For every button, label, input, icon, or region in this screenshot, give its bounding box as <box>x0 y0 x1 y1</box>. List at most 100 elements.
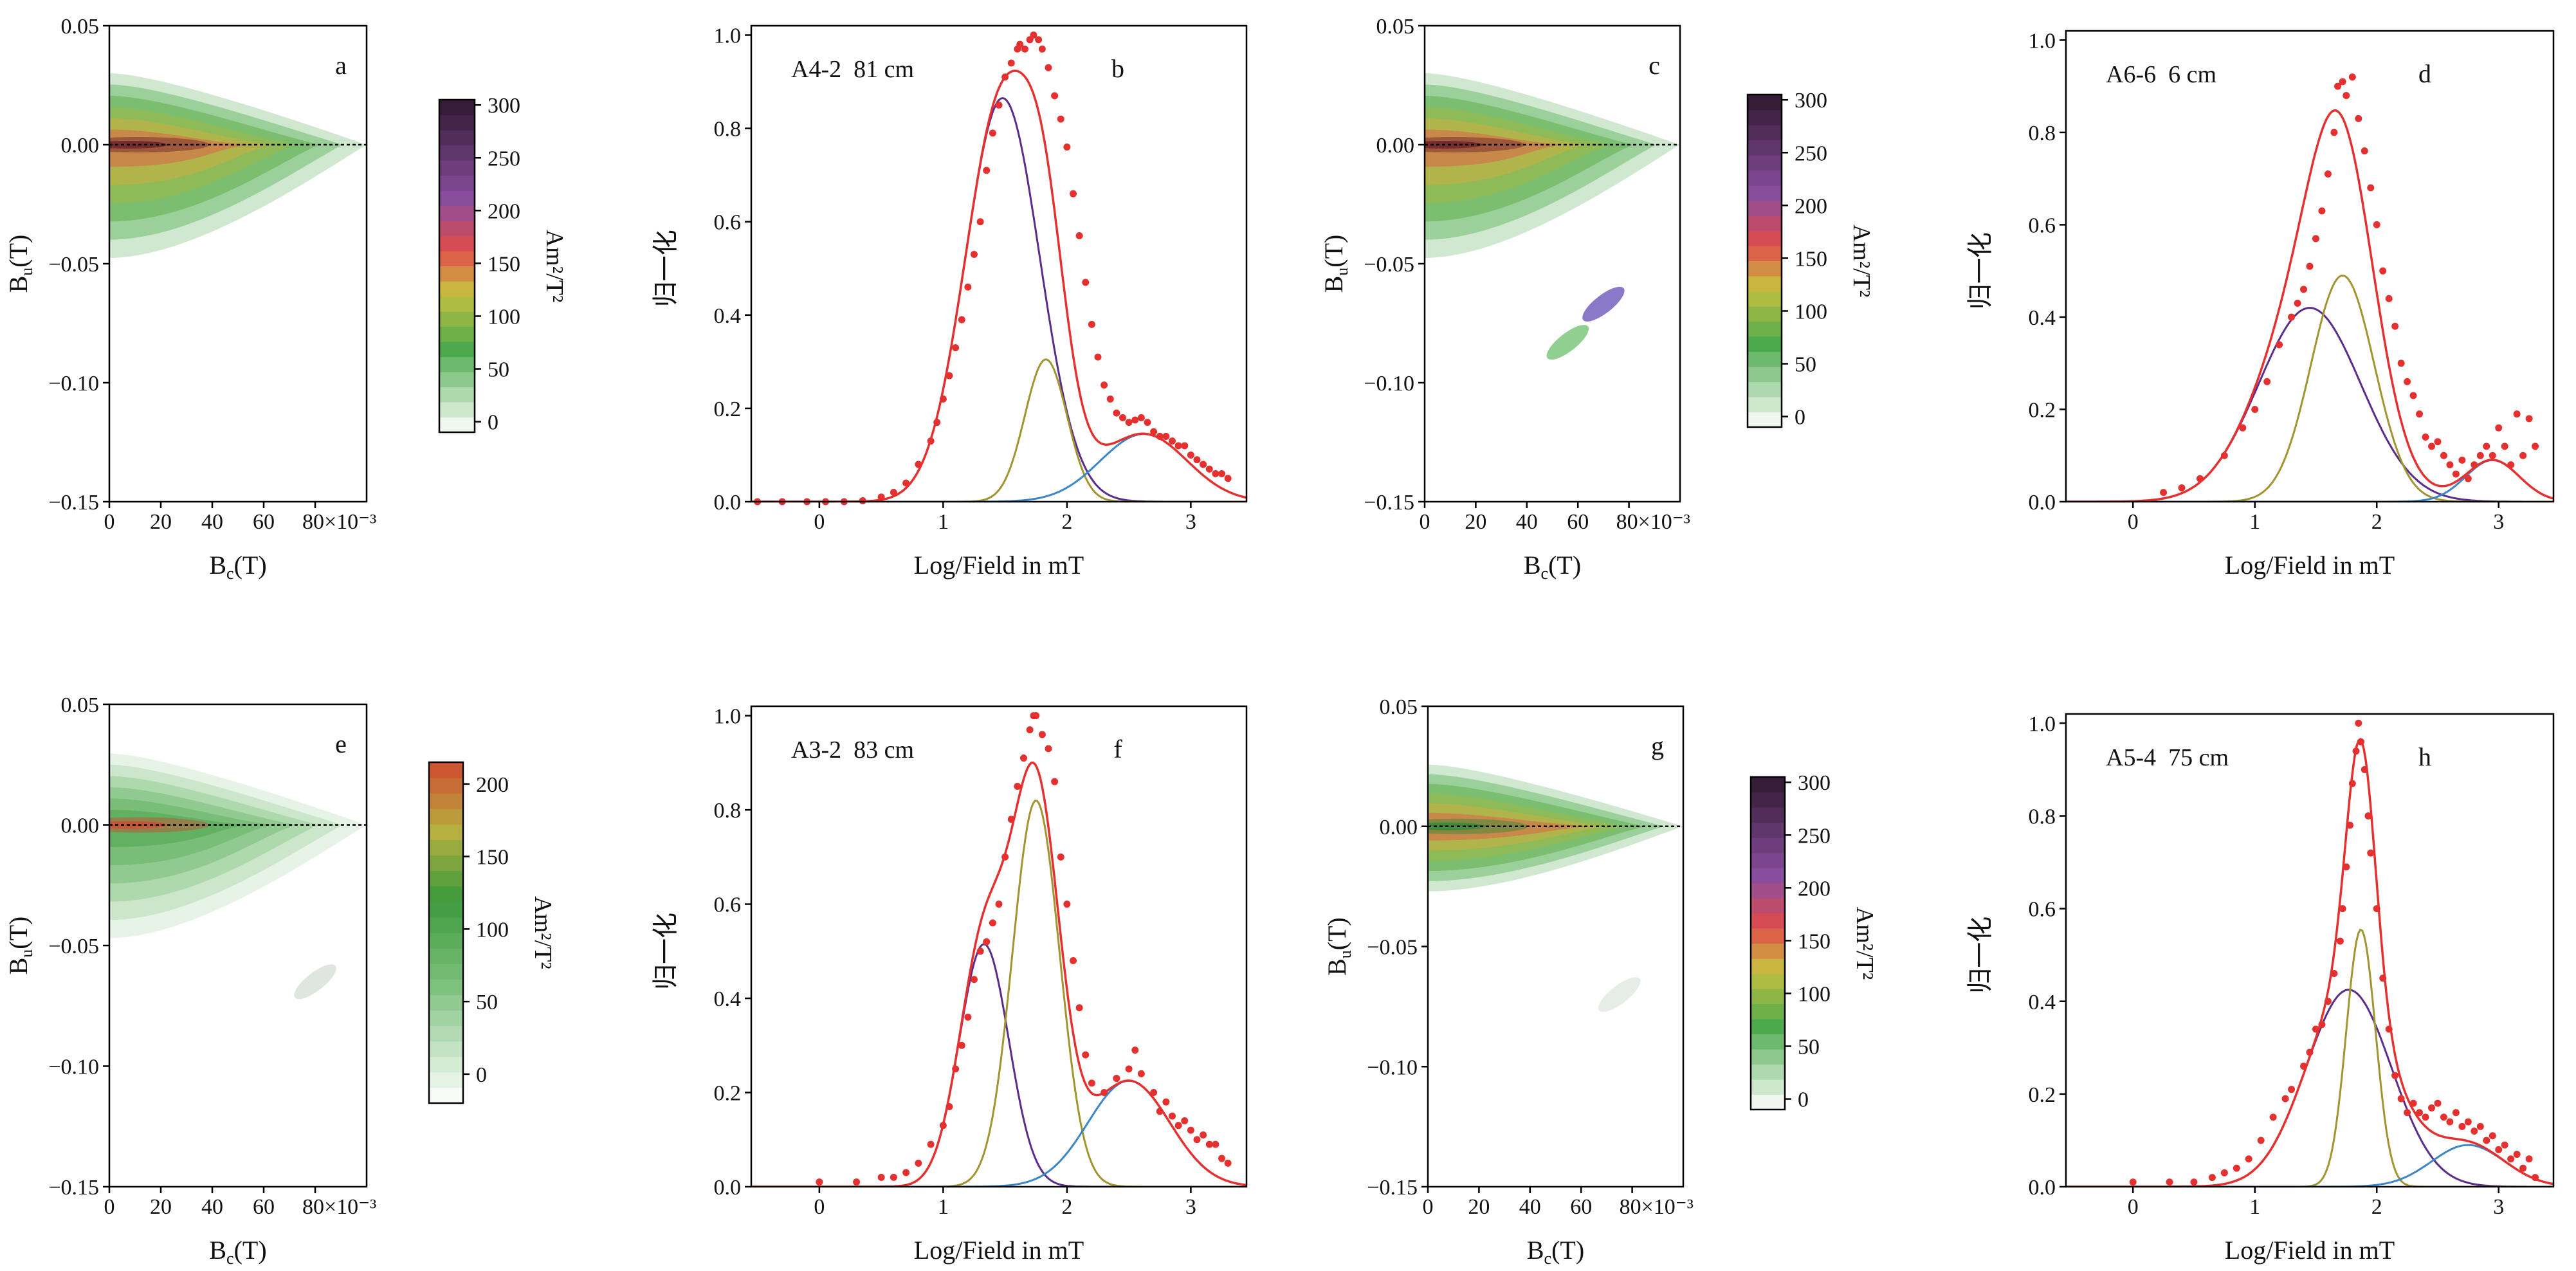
panel-h-data-point <box>2324 998 2332 1005</box>
panel-f-data-point <box>816 1178 823 1186</box>
panel-d-data-point <box>2440 452 2447 459</box>
panel-c-distribution <box>1425 73 1680 360</box>
panel-c-colorbar-band <box>1748 367 1782 383</box>
panel-b-data-point <box>989 129 996 137</box>
panel-g-colorbar-band <box>1751 1034 1785 1050</box>
panel-f-data-point <box>1156 1108 1164 1115</box>
panel-a-colorbar-band <box>439 175 475 191</box>
panel-d-data-point <box>2532 443 2539 450</box>
panel-b-data-point <box>1174 442 1182 450</box>
panel-a-y-tick-label: 0.00 <box>61 134 100 158</box>
panel-e-density-contour <box>109 810 249 847</box>
panel-d-data-point <box>2367 184 2375 192</box>
panel-f-data-point <box>915 1159 922 1167</box>
panel-f-data-point <box>890 1173 897 1181</box>
panel-b-data-point <box>1162 432 1170 440</box>
panel-a-x-tick-label: 80×10⁻³ <box>302 510 376 534</box>
panel-d-data-point <box>2476 452 2484 459</box>
panel-b-y-tick-label: 0.8 <box>714 118 742 142</box>
panel-d-data-point <box>2324 170 2332 178</box>
panel-h-data-point <box>2489 1132 2496 1140</box>
panel-d-data-point <box>2196 475 2204 482</box>
panel-d-data-point <box>2404 378 2411 385</box>
panel-f-data-point <box>1007 816 1015 823</box>
panel-g-y-tick-label: 0.00 <box>1380 816 1418 839</box>
panel-d-data-point <box>2339 78 2346 86</box>
panel-a-colorbar-band <box>439 342 475 358</box>
panel-b-sample-label: A4-2 81 cm <box>791 56 914 83</box>
panel-b-data-point <box>915 461 922 468</box>
panel-h-data-point <box>2495 1146 2503 1153</box>
panel-b-data-point <box>1187 451 1194 459</box>
panel-h-data-point <box>2129 1178 2137 1186</box>
panel-d-data-point <box>2361 147 2368 155</box>
panel-h-data-point <box>2300 1063 2308 1070</box>
panel-a-colorbar-tick-label: 250 <box>488 147 520 170</box>
panel-d-data-point <box>2464 475 2472 482</box>
panel-h-data-point <box>2233 1164 2240 1172</box>
panel-g-colorbar-band <box>1751 1064 1785 1080</box>
panel-d-fit-curve <box>2066 109 2553 502</box>
panel-h-data-point <box>2355 719 2362 727</box>
panel-f-data-point <box>1082 1051 1090 1059</box>
panel-c-colorbar-band <box>1748 170 1782 186</box>
panel-b-y-tick-label: 0.0 <box>714 491 742 515</box>
panel-h-data-point <box>2483 1137 2490 1144</box>
panel-f-data-point <box>1063 901 1071 908</box>
panel-a-x-tick-label: 0 <box>104 510 115 534</box>
panel-b-y-tick-label: 1.0 <box>714 24 742 48</box>
panel-b-y-tick-label: 0.6 <box>714 211 742 235</box>
panel-d-sample-label: A6-6 6 cm <box>2106 61 2216 88</box>
panel-g-colorbar-band <box>1751 1003 1785 1020</box>
panel-e-colorbar-label: Am²/T² <box>529 896 556 969</box>
panel-f-data-point <box>1150 1089 1158 1097</box>
panel-g-colorbar-band <box>1751 1079 1785 1095</box>
panel-f-data-point <box>995 901 1003 908</box>
panel-b-data-point <box>1051 92 1059 100</box>
panel-e-colorbar-band <box>429 793 463 809</box>
panel-h-data-point <box>2373 905 2380 913</box>
panel-h-data-point <box>2346 821 2354 829</box>
panel-c-colorbar-band <box>1748 95 1782 111</box>
panel-c-y-tick-label: −0.10 <box>1364 372 1414 396</box>
panel-f-label: f <box>1113 735 1122 764</box>
panel-f-data-point <box>1088 1079 1095 1087</box>
panel-d-data-point <box>2373 221 2380 228</box>
panel-f-x-tick-label: 3 <box>1185 1195 1196 1219</box>
panel-h: 0 1 2 3 0.0 0.2 0.4 0.6 0.8 1.0 A5-4 75 cm h Log/Fie… <box>1966 712 2555 1265</box>
panel-b-data-point <box>1193 456 1201 464</box>
panel-g-colorbar-band <box>1751 958 1785 974</box>
panel-a-x-tick-label: 60 <box>253 510 275 534</box>
panel-e-colorbar-band <box>429 1056 463 1073</box>
panel-d-data-point <box>2251 405 2259 413</box>
panel-h-data-point <box>2409 1099 2417 1107</box>
panel-h-data-point <box>2281 1095 2289 1102</box>
panel-g-colorbar-tick-label: 200 <box>1798 877 1831 901</box>
panel-f-x-tick-label: 1 <box>938 1195 949 1219</box>
panel-g-density-feature <box>1598 977 1641 1012</box>
panel-b-data-point <box>971 250 978 258</box>
panel-d-x-tick-label: 3 <box>2493 510 2504 534</box>
panel-g-colorbar-band <box>1751 807 1785 823</box>
panel-b-data-point <box>995 101 1003 109</box>
panel-c-colorbar-band <box>1748 200 1782 216</box>
panel-d-y-tick-label: 0.4 <box>2029 306 2056 330</box>
panel-f-data-point <box>1205 1140 1213 1148</box>
panel-h-data-point <box>2519 1164 2527 1172</box>
panel-f-data-point <box>1075 1004 1083 1012</box>
panel-d-y-tick-label: 0.8 <box>2029 122 2056 145</box>
panel-f-x-tick-label: 0 <box>814 1195 825 1219</box>
panel-g-colorbar-band <box>1751 792 1785 808</box>
panel-h-data-point <box>2428 1104 2435 1111</box>
panel-e-colorbar-tick-label: 150 <box>476 846 509 870</box>
panel-c-y-tick-label: −0.05 <box>1364 253 1414 277</box>
panel-h-data-point <box>2288 1086 2296 1093</box>
panel-b-data-point <box>1212 470 1219 477</box>
panel-e-colorbar-band <box>429 933 463 949</box>
panel-f-data-point <box>1187 1126 1194 1134</box>
panel-c-colorbar-band <box>1748 351 1782 367</box>
panel-f-data-point <box>971 976 978 983</box>
panel-c-colorbar-band <box>1748 185 1782 201</box>
panel-b-y-tick-label: 0.2 <box>714 398 742 421</box>
panel-e-colorbar-band <box>429 762 463 778</box>
